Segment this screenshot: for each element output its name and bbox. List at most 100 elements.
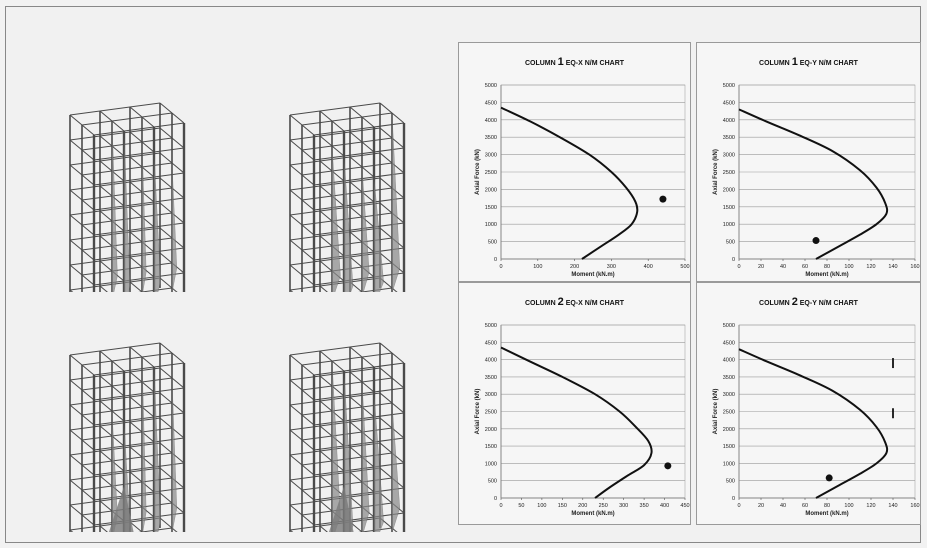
y-tick-label: 4500 [723, 340, 735, 346]
beam-member [289, 342, 381, 356]
beam-member [289, 102, 381, 116]
beam-member [93, 172, 185, 186]
beam-member [349, 281, 363, 292]
y-tick-label: 2000 [723, 187, 735, 193]
y-tick-label: 1500 [485, 205, 497, 211]
moment-diagram [108, 486, 134, 532]
beam-member [289, 379, 315, 401]
beam-member [319, 110, 345, 132]
y-tick-label: 1500 [723, 205, 735, 211]
y-tick-label: 1000 [485, 461, 497, 467]
beam-member [159, 342, 185, 364]
beam-member [69, 379, 95, 401]
beam-member [159, 102, 185, 124]
x-tick-label: 150 [558, 503, 567, 509]
beam-member [69, 392, 161, 406]
x-axis-label: Moment (kN.m) [805, 511, 848, 517]
beam-member [289, 264, 315, 286]
title-prefix: COLUMN [525, 60, 558, 67]
beam-member [301, 377, 393, 391]
beam-member [81, 377, 173, 391]
title-column-number: 2 [792, 296, 798, 308]
title-prefix: COLUMN [759, 60, 792, 67]
x-tick-label: 80 [824, 503, 830, 509]
beam-member [319, 285, 328, 292]
title-suffix: EQ-X N/M CHART [564, 300, 625, 307]
beam-member [289, 429, 315, 451]
beam-member [93, 197, 185, 211]
x-axis-label: Moment (kN.m) [571, 511, 614, 517]
x-tick-label: 400 [660, 503, 669, 509]
y-tick-label: 0 [732, 257, 735, 263]
beam-member [81, 352, 173, 366]
y-tick-label: 4500 [485, 340, 497, 346]
beam-member [69, 417, 161, 431]
beam-member [69, 152, 161, 166]
beam-member [93, 437, 185, 451]
beam-member [93, 412, 185, 426]
moment-diagram [391, 402, 401, 532]
beam-member [93, 147, 185, 161]
beam-member [313, 122, 405, 136]
beam-member [301, 402, 393, 416]
x-tick-label: 0 [737, 503, 740, 509]
x-tick-label: 0 [499, 503, 502, 509]
beam-member [301, 352, 393, 366]
x-tick-label: 60 [802, 503, 808, 509]
y-tick-label: 2500 [485, 170, 497, 176]
chart-svg: COLUMN 2 EQ-Y N/M CHART05001000150020002… [713, 296, 920, 517]
beam-member [93, 272, 185, 286]
moment-diagram [123, 130, 131, 292]
moment-diagram [153, 366, 161, 532]
beam-member [99, 525, 108, 532]
beam-member [81, 452, 173, 466]
y-tick-label: 2000 [485, 427, 497, 433]
beam-member [289, 239, 315, 261]
demand-point [659, 195, 667, 203]
model-bottom-right [289, 342, 406, 532]
beam-member [301, 162, 393, 176]
x-tick-label: 0 [737, 264, 740, 270]
x-tick-label: 40 [780, 264, 786, 270]
beam-member [349, 106, 375, 128]
y-tick-label: 500 [488, 240, 497, 246]
beam-member [313, 222, 405, 236]
beam-member [313, 197, 405, 211]
title-column-number: 1 [792, 56, 798, 68]
demand-point [664, 462, 672, 470]
beam-member [69, 102, 161, 116]
beam-member [69, 139, 95, 161]
x-tick-label: 50 [518, 503, 524, 509]
model-bottom-left [69, 342, 186, 532]
chart-column2-eqy: COLUMN 2 EQ-Y N/M CHART 0 500 1000 1500 2000 2… [696, 282, 921, 525]
beam-member [289, 152, 381, 166]
y-axis-label: Axial Force (kN) [713, 389, 719, 435]
interaction-curve [500, 106, 639, 260]
beam-member [93, 222, 185, 236]
chart-title: COLUMN 1 EQ-Y N/M CHART [759, 56, 859, 68]
chart-svg: COLUMN 1 EQ-X N/M CHART05001000150020002… [475, 56, 690, 278]
beam-member [313, 387, 405, 401]
moment-diagram [343, 155, 354, 292]
x-tick-label: 60 [802, 264, 808, 270]
chart-svg: COLUMN 1 EQ-Y N/M CHART05001000150020002… [713, 56, 920, 278]
beam-member [289, 392, 381, 406]
x-tick-label: 500 [680, 264, 689, 270]
beam-member [313, 437, 405, 451]
x-tick-label: 20 [758, 264, 764, 270]
beam-member [81, 162, 173, 176]
y-tick-label: 3500 [485, 375, 497, 381]
x-tick-label: 140 [888, 264, 897, 270]
y-axis-label: Axial Force (kN) [475, 149, 481, 195]
beam-member [349, 131, 375, 153]
y-tick-label: 0 [494, 496, 497, 502]
beam-member [99, 375, 125, 397]
y-tick-label: 4000 [485, 358, 497, 364]
beam-member [69, 404, 95, 426]
title-suffix: EQ-Y N/M CHART [798, 300, 859, 307]
x-tick-label: 100 [533, 264, 542, 270]
beam-member [69, 367, 161, 381]
x-axis-label: Moment (kN.m) [805, 272, 848, 278]
figure-frame: COLUMN 1 EQ-X N/M CHART 0 500 1000 1500 2000 2… [5, 6, 921, 543]
beam-member [93, 387, 185, 401]
